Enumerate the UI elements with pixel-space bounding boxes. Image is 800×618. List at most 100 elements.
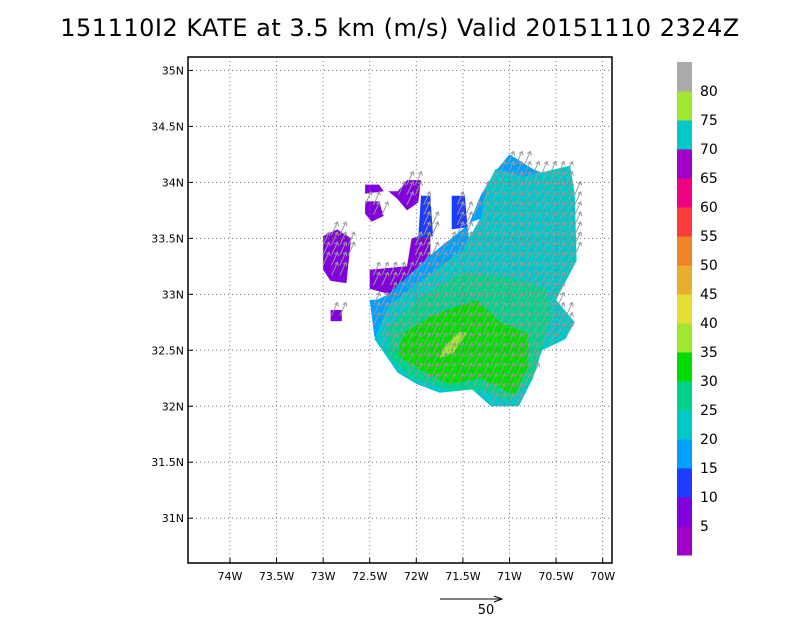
wind-vector bbox=[389, 291, 398, 306]
wind-vector bbox=[347, 231, 356, 246]
wind-vector bbox=[490, 221, 499, 236]
wind-vector bbox=[398, 281, 407, 296]
wind-vector bbox=[414, 271, 423, 286]
wind-vectors bbox=[322, 150, 583, 407]
wind-vector bbox=[515, 362, 524, 377]
y-tick-label-6: 34N bbox=[162, 176, 184, 189]
wind-vector bbox=[557, 170, 566, 185]
wind-vector bbox=[523, 261, 532, 276]
wind-vector bbox=[431, 332, 440, 347]
colorbar-label-50: 50 bbox=[700, 258, 718, 274]
wind-vector bbox=[532, 301, 541, 316]
wind-vector bbox=[331, 261, 339, 276]
wind-vector bbox=[331, 241, 339, 256]
wind-vector bbox=[532, 332, 541, 347]
wind-vector bbox=[549, 291, 558, 306]
wind-vector bbox=[473, 241, 482, 256]
wind-vector bbox=[540, 211, 549, 226]
wind-vector bbox=[440, 362, 449, 377]
wind-vector bbox=[515, 311, 524, 326]
wind-vector bbox=[515, 281, 524, 296]
wind-vector bbox=[507, 321, 516, 336]
wind-vector bbox=[398, 321, 407, 336]
wind-vector bbox=[498, 261, 507, 276]
wind-vector bbox=[557, 251, 566, 266]
wind-vector bbox=[473, 362, 482, 377]
wind-vector bbox=[482, 321, 490, 336]
wind-vector bbox=[515, 261, 524, 276]
colorbar-swatch-11 bbox=[677, 207, 692, 237]
x-axis-ticks: 74W 73.5W 73W 72.5W 72W 71.5W 71W 70.5W 70W bbox=[217, 558, 615, 583]
wind-vector bbox=[456, 281, 465, 296]
wind-vector bbox=[549, 190, 558, 205]
wind-vector bbox=[431, 321, 440, 336]
wind-vector bbox=[448, 231, 457, 246]
y-tick-label-3: 32.5N bbox=[151, 344, 184, 357]
wind-vector bbox=[532, 271, 541, 286]
wind-vector bbox=[372, 261, 381, 276]
wind-vector bbox=[565, 190, 574, 205]
wind-vector bbox=[523, 342, 532, 357]
colorbar-label-15: 15 bbox=[700, 461, 718, 477]
wind-vector bbox=[473, 291, 482, 306]
wind-vector bbox=[448, 281, 457, 296]
wind-vector bbox=[565, 311, 574, 326]
wind-vector bbox=[498, 281, 507, 296]
wind-vector bbox=[490, 251, 499, 266]
wind-vector bbox=[498, 362, 507, 377]
wind-vector bbox=[540, 321, 549, 336]
wind-vector bbox=[465, 352, 474, 367]
wind-vector bbox=[523, 332, 532, 347]
wind-vector bbox=[498, 201, 507, 216]
wind-vector bbox=[448, 311, 457, 326]
colorbar-label-20: 20 bbox=[700, 432, 718, 448]
wind-vector bbox=[482, 231, 490, 246]
wind-vector bbox=[523, 281, 532, 296]
wind-vector bbox=[423, 332, 432, 347]
wind-vector bbox=[482, 311, 490, 326]
wind-vector bbox=[523, 241, 532, 256]
wind-vector bbox=[465, 372, 474, 387]
wind-vector bbox=[507, 221, 516, 236]
wind-vector bbox=[565, 321, 574, 336]
wind-vector bbox=[414, 352, 423, 367]
wind-vector bbox=[414, 311, 423, 326]
wind-vector bbox=[398, 352, 407, 367]
wind-vector bbox=[532, 201, 541, 216]
wind-vector bbox=[490, 392, 499, 407]
colorbar-swatch-5 bbox=[677, 381, 692, 411]
wind-vector bbox=[498, 301, 507, 316]
wind-vector bbox=[498, 180, 507, 195]
colorbar-label-75: 75 bbox=[700, 113, 718, 129]
wind-vector bbox=[339, 301, 348, 316]
wind-vector bbox=[431, 281, 440, 296]
wind-vector bbox=[549, 180, 558, 195]
wind-vector bbox=[448, 321, 457, 336]
wind-vector bbox=[465, 271, 474, 286]
colorbar-label-65: 65 bbox=[700, 171, 718, 187]
wind-vector bbox=[414, 241, 423, 256]
wind-vector bbox=[381, 321, 390, 336]
wind-vector bbox=[549, 170, 558, 185]
wind-vector bbox=[440, 342, 449, 357]
wind-vector bbox=[423, 321, 432, 336]
colorbar-swatch-15 bbox=[677, 91, 692, 121]
wind-vector bbox=[540, 190, 549, 205]
wind-vector bbox=[557, 281, 566, 296]
wind-vector bbox=[574, 221, 583, 236]
wind-vector bbox=[456, 342, 465, 357]
wind-vector bbox=[448, 362, 457, 377]
wind-vector bbox=[473, 221, 482, 236]
wind-vector bbox=[339, 261, 348, 276]
wind-vector bbox=[456, 321, 465, 336]
wind-vector bbox=[456, 291, 465, 306]
wind-vector bbox=[507, 352, 516, 367]
wind-vector bbox=[406, 291, 415, 306]
wind-region-0-10-0 bbox=[365, 184, 384, 194]
wind-vector bbox=[465, 211, 474, 226]
wind-vector bbox=[557, 160, 566, 175]
colorbar-swatch-8 bbox=[677, 294, 692, 324]
wind-vector bbox=[532, 221, 541, 236]
wind-vector bbox=[532, 321, 541, 336]
wind-vector bbox=[406, 352, 415, 367]
